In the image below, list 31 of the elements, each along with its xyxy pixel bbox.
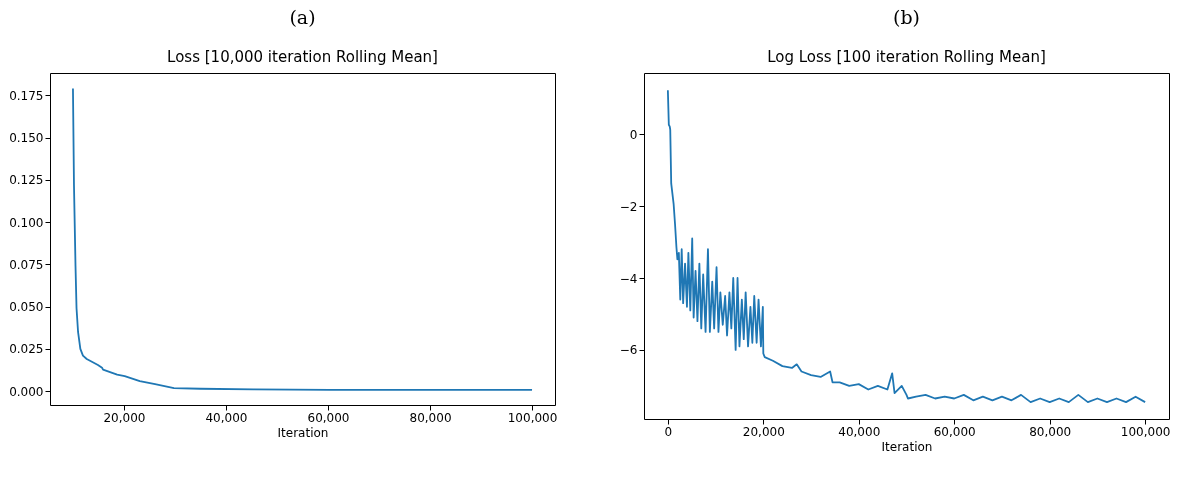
y-tick-label: 0.175 <box>9 88 44 103</box>
y-tick-label: 0.025 <box>9 342 44 357</box>
y-tick-label: 0.075 <box>9 257 44 272</box>
y-tick-label: 0 <box>629 127 638 142</box>
y-tick-label: 0.150 <box>9 131 44 146</box>
chart-subtitle: Loss [10,000 iteration Rolling Mean] <box>167 48 438 66</box>
x-tick-label: 100,000 <box>507 410 558 425</box>
x-axis-title: Iteration <box>277 425 329 440</box>
chart-subtitle: Log Loss [100 iteration Rolling Mean] <box>767 48 1046 66</box>
y-tick-label: −4 <box>619 271 638 286</box>
y-tick-label: 0.100 <box>9 215 44 230</box>
line-series <box>72 87 533 391</box>
x-tick-label: 100,000 <box>1120 424 1171 439</box>
x-tick-label: 60,000 <box>933 424 976 439</box>
chart-title: (b) <box>893 6 920 28</box>
x-tick-label: 20,000 <box>742 424 785 439</box>
y-tick-label: 0.125 <box>9 173 44 188</box>
x-tick-label: 20,000 <box>103 410 146 425</box>
y-tick-label: −2 <box>619 199 638 214</box>
line-series <box>666 89 1147 403</box>
x-tick-label: 60,000 <box>307 410 350 425</box>
y-tick-label: 0.050 <box>9 300 44 315</box>
y-tick-label: −6 <box>619 343 638 358</box>
x-tick-label: 80,000 <box>1029 424 1072 439</box>
y-tick-label: 0.000 <box>9 384 44 399</box>
x-tick-label: 40,000 <box>205 410 248 425</box>
x-axis-title: Iteration <box>881 439 933 454</box>
x-tick-label: 80,000 <box>409 410 452 425</box>
x-tick-label: 40,000 <box>838 424 881 439</box>
chart-title: (a) <box>289 6 316 28</box>
x-tick-label: 0 <box>664 424 673 439</box>
